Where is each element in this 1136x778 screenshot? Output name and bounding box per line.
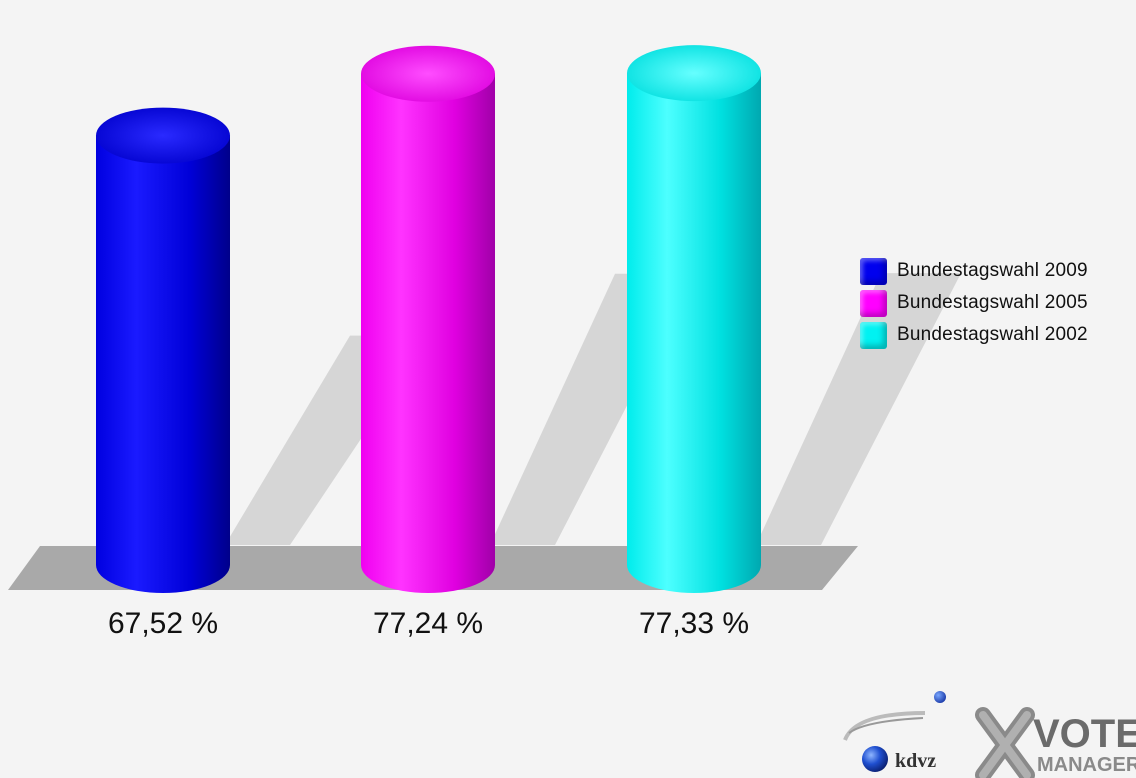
logo-vote-text: VOTE (1033, 712, 1136, 756)
bar-cylinder-top (96, 107, 230, 164)
legend-item-2009: Bundestagswahl 2009 (860, 255, 1088, 287)
legend-label: Bundestagswahl 2009 (897, 260, 1088, 281)
value-labels: 67,52 % 77,24 % 77,33 % (108, 607, 749, 640)
logo: kdvz VOTE MANAGER (843, 691, 1136, 778)
legend-swatch (860, 321, 887, 349)
value-label: 67,52 % (108, 607, 218, 640)
legend-label: Bundestagswahl 2005 (897, 292, 1088, 313)
logo-kdvz-text: kdvz (895, 750, 936, 772)
legend-swatch (860, 289, 887, 317)
bar-cylinder-body (361, 73, 495, 593)
bar-cylinder-top (361, 45, 495, 102)
legend-label: Bundestagswahl 2002 (897, 324, 1088, 345)
value-label: 77,33 % (639, 607, 749, 640)
logo-manager-text: MANAGER (1037, 754, 1136, 776)
kdvz-logo-icon (843, 691, 946, 772)
bar-cylinder-body (96, 135, 230, 593)
bar-shadows (225, 273, 961, 545)
legend-item-2002: Bundestagswahl 2002 (860, 319, 1088, 351)
bar-cylinder-top (627, 45, 761, 102)
x-mark-icon (975, 707, 1035, 778)
bars (96, 45, 761, 593)
legend: Bundestagswahl 2009 Bundestagswahl 2005 … (860, 255, 1088, 351)
legend-item-2005: Bundestagswahl 2005 (860, 287, 1088, 319)
bar-shadow (756, 273, 961, 545)
legend-swatch (860, 257, 887, 285)
bar-cylinder-body (627, 73, 761, 593)
value-label: 77,24 % (373, 607, 483, 640)
